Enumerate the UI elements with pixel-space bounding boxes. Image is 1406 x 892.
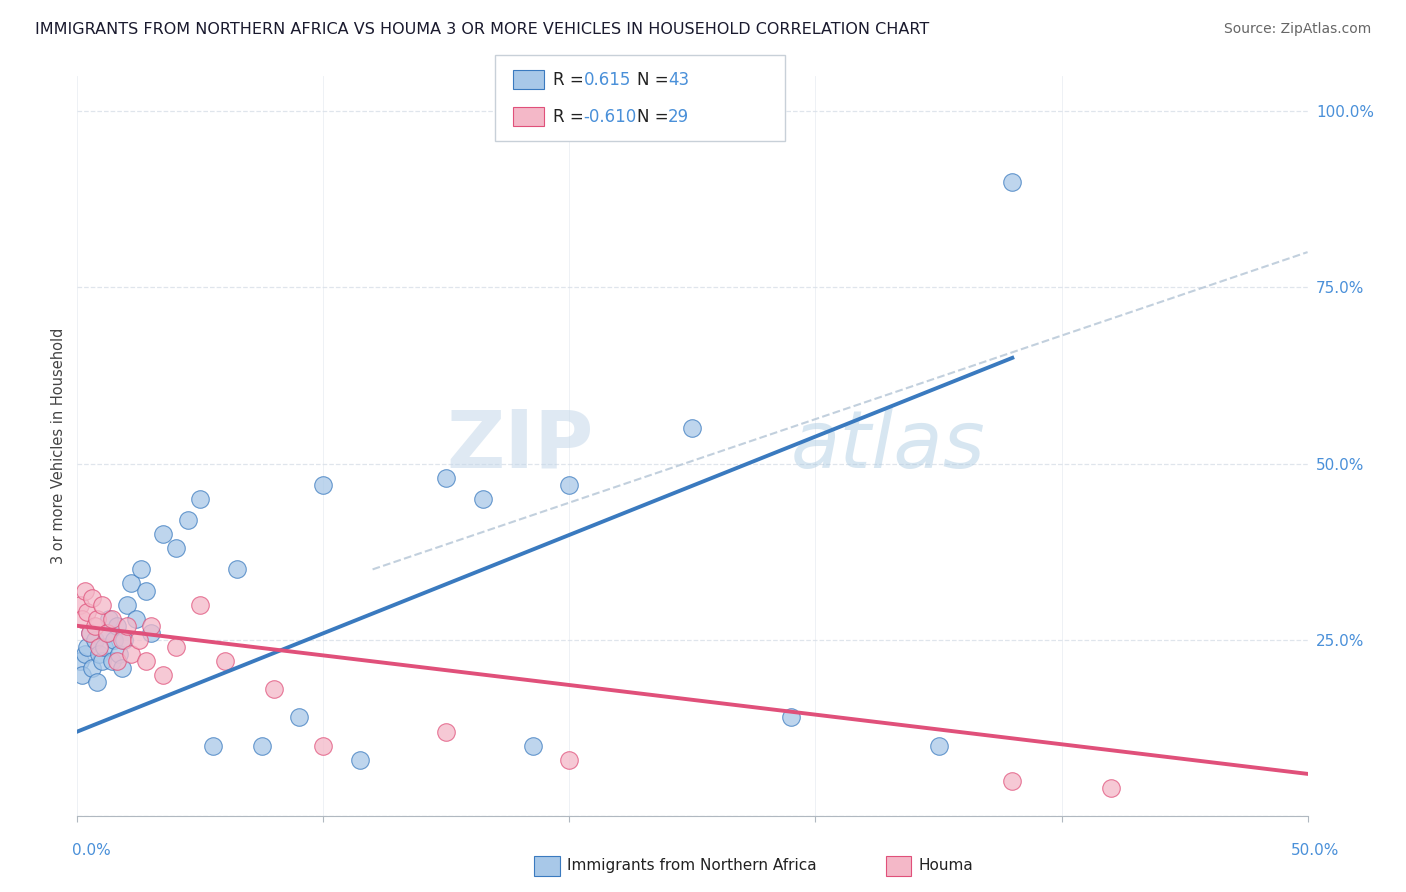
Point — [76, 640, 98, 654]
Point — [165, 541, 187, 556]
Point — [135, 654, 157, 668]
Point — [1001, 175, 1024, 189]
Point — [135, 583, 157, 598]
Point — [89, 647, 111, 661]
Point — [108, 647, 131, 661]
Text: IMMIGRANTS FROM NORTHERN AFRICA VS HOUMA 3 OR MORE VEHICLES IN HOUSEHOLD CORRELA: IMMIGRANTS FROM NORTHERN AFRICA VS HOUMA… — [35, 22, 929, 37]
Y-axis label: 3 or more Vehicles in Household: 3 or more Vehicles in Household — [51, 328, 66, 564]
Point — [105, 654, 128, 668]
Point — [472, 491, 495, 506]
Point — [522, 739, 544, 753]
Point — [73, 583, 96, 598]
Point — [86, 675, 108, 690]
Point — [312, 739, 335, 753]
Point — [69, 654, 91, 668]
Point — [141, 625, 163, 640]
Point — [780, 710, 803, 724]
Text: R =: R = — [553, 108, 589, 126]
Point — [86, 612, 108, 626]
Point — [70, 668, 93, 682]
Point — [82, 591, 104, 605]
Text: Houma: Houma — [918, 858, 973, 872]
Point — [121, 647, 143, 661]
Point — [76, 605, 98, 619]
Point — [105, 619, 128, 633]
Point — [226, 562, 249, 576]
Text: atlas: atlas — [792, 407, 986, 485]
Point — [101, 654, 124, 668]
Point — [112, 632, 135, 647]
Point — [152, 527, 174, 541]
Text: -0.610: -0.610 — [583, 108, 637, 126]
Point — [121, 576, 143, 591]
Text: Source: ZipAtlas.com: Source: ZipAtlas.com — [1223, 22, 1371, 37]
Point — [83, 632, 105, 647]
Text: R =: R = — [553, 70, 589, 88]
Point — [1099, 780, 1122, 795]
Text: 0.0%: 0.0% — [72, 843, 111, 858]
Point — [928, 739, 950, 753]
Point — [69, 598, 91, 612]
Point — [263, 682, 285, 697]
Point — [83, 619, 105, 633]
Point — [111, 661, 132, 675]
Point — [128, 632, 150, 647]
Point — [250, 739, 273, 753]
Point — [558, 477, 581, 491]
Text: 43: 43 — [668, 70, 689, 88]
Point — [98, 612, 121, 626]
Point — [89, 640, 111, 654]
Text: N =: N = — [637, 108, 673, 126]
Point — [96, 625, 118, 640]
Point — [201, 739, 224, 753]
Point — [129, 562, 153, 576]
Point — [90, 598, 114, 612]
Point — [214, 654, 236, 668]
Point — [177, 513, 200, 527]
Point — [90, 654, 114, 668]
Point — [70, 612, 93, 626]
Point — [188, 598, 212, 612]
Point — [288, 710, 311, 724]
Point — [152, 668, 174, 682]
Text: N =: N = — [637, 70, 673, 88]
Point — [188, 491, 212, 506]
Point — [111, 632, 132, 647]
Point — [73, 647, 96, 661]
Text: Immigrants from Northern Africa: Immigrants from Northern Africa — [567, 858, 817, 872]
Point — [101, 612, 124, 626]
Point — [79, 625, 101, 640]
Point — [141, 619, 163, 633]
Point — [115, 598, 138, 612]
Text: 50.0%: 50.0% — [1291, 843, 1339, 858]
Text: ZIP: ZIP — [447, 407, 595, 485]
Point — [682, 421, 704, 435]
Point — [312, 477, 335, 491]
Point — [93, 640, 115, 654]
Point — [125, 612, 148, 626]
Point — [103, 632, 125, 647]
Point — [96, 625, 118, 640]
Point — [436, 471, 458, 485]
Text: 0.615: 0.615 — [583, 70, 631, 88]
Point — [82, 661, 104, 675]
Point — [436, 724, 458, 739]
Point — [165, 640, 187, 654]
Point — [115, 619, 138, 633]
Point — [558, 753, 581, 767]
Point — [349, 753, 371, 767]
Point — [1001, 773, 1024, 788]
Text: 29: 29 — [668, 108, 689, 126]
Point — [79, 625, 101, 640]
